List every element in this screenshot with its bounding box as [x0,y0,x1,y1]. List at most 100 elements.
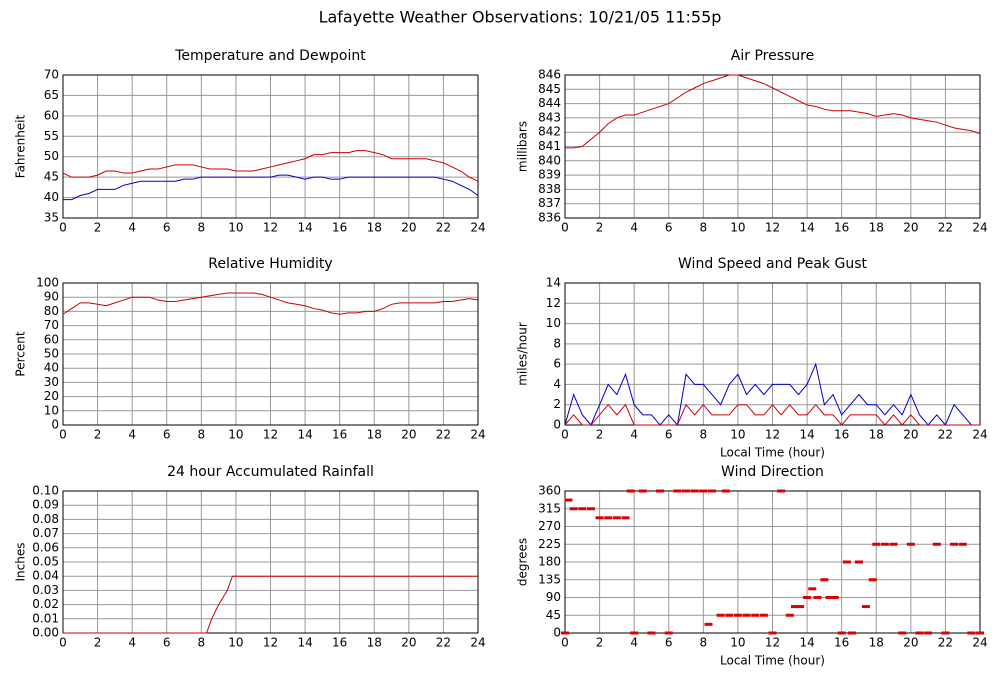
x-tick-label: 12 [263,428,278,442]
data-point [612,516,621,520]
x-tick-label: 18 [367,636,382,650]
data-point [768,631,777,635]
y-tick-label: 837 [538,196,561,210]
x-tick-label: 2 [94,221,102,235]
x-tick-label: 4 [630,221,638,235]
y-tick-label: 840 [538,153,561,167]
x-tick-label: 0 [59,428,67,442]
y-tick-label: 8 [553,336,561,350]
y-tick-label: 30 [44,375,59,389]
data-point [586,507,595,511]
y-tick-label: 45 [546,608,561,622]
y-tick-label: 0.08 [32,512,59,526]
data-point [932,542,941,546]
chart-title: Air Pressure [731,48,814,64]
data-point [699,489,708,493]
y-tick-label: 50 [44,347,59,361]
x-tick-label: 12 [765,428,780,442]
x-tick-label: 16 [332,221,347,235]
y-tick-label: 225 [538,537,561,551]
x-tick-label: 22 [938,221,953,235]
data-point [790,605,799,609]
x-tick-label: 20 [401,636,416,650]
data-point [861,605,870,609]
data-point [967,631,976,635]
y-tick-label: 843 [538,110,561,124]
data-point [561,631,569,635]
y-tick-label: 100 [36,276,59,290]
x-tick-label: 2 [596,428,604,442]
data-point [872,542,881,546]
data-point [848,631,857,635]
x-tick-label: 10 [228,221,243,235]
x-tick-label: 4 [630,636,638,650]
x-tick-label: 0 [561,428,569,442]
y-tick-label: 0.07 [32,526,59,540]
x-tick-label: 14 [297,221,312,235]
x-tick-label: 24 [470,636,485,650]
data-point [759,613,768,617]
x-tick-label: 16 [332,428,347,442]
x-tick-label: 8 [198,221,206,235]
chart-title: Temperature and Dewpoint [174,48,366,64]
y-tick-label: 70 [44,318,59,332]
y-tick-label: 0.00 [32,626,59,640]
data-point [777,489,786,493]
y-tick-label: 845 [538,82,561,96]
data-point [751,613,760,617]
data-point [647,631,656,635]
x-tick-label: 20 [401,221,416,235]
chart-title: Relative Humidity [208,256,332,272]
y-tick-label: 70 [44,68,59,82]
data-point [813,596,822,599]
plot-frame [564,74,981,219]
data-point [569,507,578,511]
data-point [830,596,839,599]
data-point [638,489,647,493]
data-point [880,542,889,546]
y-tick-label: 60 [44,108,59,122]
data-point [690,489,699,493]
y-tick-label: 0.09 [32,498,59,512]
y-tick-label: 10 [44,403,59,417]
y-tick-label: 55 [44,129,59,143]
y-tick-label: 180 [538,555,561,569]
x-tick-label: 12 [765,636,780,650]
data-point [682,489,691,493]
data-point [868,578,877,582]
data-point [733,613,742,617]
x-axis-label: Local Time (hour) [720,446,825,460]
data-point [742,613,751,617]
y-tick-label: 839 [538,168,561,182]
x-tick-label: 0 [561,221,569,235]
x-tick-label: 24 [972,428,987,442]
y-tick-label: 4 [553,377,561,391]
x-tick-label: 2 [596,221,604,235]
chart-title: Wind Direction [721,464,824,480]
x-tick-label: 6 [665,636,673,650]
y-tick-label: 90 [44,290,59,304]
data-point [924,631,933,635]
x-tick-label: 14 [799,221,814,235]
y-tick-label: 270 [538,519,561,533]
x-tick-label: 12 [765,221,780,235]
x-tick-label: 2 [94,428,102,442]
y-axis-label: Fahrenheit [14,114,28,178]
data-point [976,631,984,635]
x-tick-label: 14 [297,428,312,442]
x-tick-label: 24 [972,636,987,650]
x-tick-label: 18 [367,221,382,235]
data-point [889,542,898,546]
data-point [950,542,959,546]
y-tick-label: 0 [553,418,561,432]
x-tick-label: 8 [700,221,708,235]
data-point [803,596,812,599]
y-tick-label: 10 [546,316,561,330]
y-axis-label: millibars [516,121,530,172]
y-tick-label: 135 [538,572,561,586]
data-point [626,489,635,493]
data-line [62,292,479,315]
x-tick-label: 12 [263,636,278,650]
x-tick-label: 18 [869,428,884,442]
y-tick-label: 60 [44,332,59,346]
